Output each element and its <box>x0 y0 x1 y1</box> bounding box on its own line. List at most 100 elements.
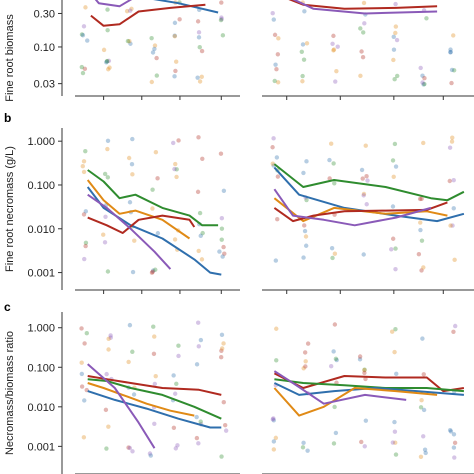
raw-point <box>105 27 110 33</box>
raw-point <box>275 216 280 222</box>
raw-point <box>417 196 423 202</box>
raw-point <box>153 373 158 379</box>
raw-point <box>194 414 199 420</box>
raw-point <box>421 82 426 87</box>
raw-point <box>127 200 133 205</box>
raw-point <box>361 0 367 6</box>
raw-point <box>196 35 202 40</box>
raw-point <box>129 161 135 167</box>
raw-point <box>105 7 110 12</box>
raw-point <box>155 231 161 236</box>
raw-point <box>451 177 456 183</box>
raw-point <box>177 17 182 22</box>
raw-point <box>81 212 87 217</box>
raw-point <box>108 333 113 338</box>
raw-point <box>418 405 424 410</box>
raw-point <box>392 429 398 434</box>
raw-point <box>195 75 200 80</box>
raw-point <box>172 33 177 38</box>
raw-point <box>107 65 112 70</box>
raw-point <box>102 240 108 245</box>
raw-point <box>128 41 133 46</box>
raw-point <box>418 454 424 460</box>
raw-point <box>333 430 339 436</box>
raw-point <box>152 421 157 426</box>
raw-points <box>270 322 458 460</box>
raw-point <box>390 236 396 241</box>
raw-point <box>195 320 201 325</box>
y-tick-label: 0.010 <box>27 402 55 414</box>
raw-point <box>172 20 178 26</box>
raw-point <box>334 380 339 385</box>
raw-point <box>301 170 306 176</box>
raw-point <box>79 64 85 70</box>
series-line-orange <box>87 382 195 417</box>
raw-point <box>172 391 178 396</box>
raw-point <box>449 80 454 86</box>
raw-point <box>275 52 281 57</box>
raw-point <box>394 371 399 377</box>
raw-point <box>130 136 135 142</box>
raw-point <box>173 446 178 451</box>
raw-point <box>270 145 275 150</box>
raw-point <box>125 38 131 44</box>
series-line-green <box>273 163 465 202</box>
raw-point <box>174 167 179 172</box>
raw-point <box>171 140 176 146</box>
raw-point <box>271 447 277 452</box>
raw-point <box>422 75 427 81</box>
raw-point <box>219 16 224 22</box>
raw-point <box>275 80 281 85</box>
raw-point <box>305 448 310 453</box>
raw-point <box>151 351 157 357</box>
raw-point <box>274 358 279 363</box>
raw-point <box>451 445 457 450</box>
raw-point <box>362 444 367 449</box>
raw-point <box>330 255 335 261</box>
raw-point <box>271 418 276 423</box>
raw-point <box>101 232 106 237</box>
raw-point <box>79 360 84 365</box>
y-axis-label: Fine root necromass (g/L) <box>4 146 16 272</box>
raw-point <box>149 35 154 41</box>
raw-point <box>80 70 86 76</box>
raw-point <box>393 266 398 272</box>
raw-point <box>328 364 334 369</box>
raw-point <box>393 24 399 29</box>
raw-point <box>420 80 425 85</box>
raw-point <box>304 197 309 203</box>
raw-point <box>421 140 426 146</box>
raw-point <box>81 435 87 440</box>
raw-point <box>451 33 456 38</box>
y-tick-label: 0.100 <box>27 362 55 374</box>
raw-point <box>197 210 203 216</box>
raw-point <box>176 353 181 359</box>
raw-point <box>150 187 155 192</box>
raw-point <box>80 33 86 38</box>
raw-point <box>390 440 396 445</box>
raw-point <box>332 181 337 186</box>
raw-point <box>447 427 453 433</box>
raw-point <box>392 77 397 82</box>
raw-point <box>219 216 225 221</box>
raw-point <box>360 176 365 181</box>
raw-point <box>393 246 398 251</box>
raw-point <box>105 146 110 152</box>
raw-point <box>219 237 224 242</box>
raw-point <box>102 171 108 177</box>
raw-point <box>149 270 155 275</box>
raw-point <box>151 268 156 273</box>
raw-point <box>448 47 453 52</box>
raw-point <box>199 48 205 54</box>
raw-point <box>450 135 455 140</box>
raw-point <box>219 348 224 353</box>
series-line-green <box>274 378 464 393</box>
series-line-purple <box>87 193 172 270</box>
y-tick-label: 0.010 <box>27 224 55 236</box>
raw-point <box>389 329 395 334</box>
y-axis-label: Fine root biomass <box>4 14 16 102</box>
raw-point <box>332 251 338 256</box>
series-line-purple <box>273 370 407 405</box>
raw-point <box>105 138 111 143</box>
